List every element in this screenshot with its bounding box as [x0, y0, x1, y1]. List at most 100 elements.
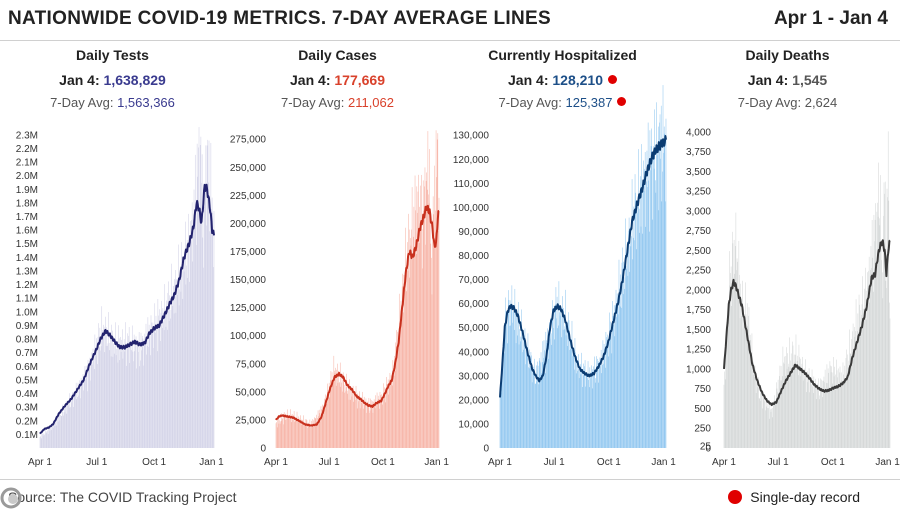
daily-bar-tests — [60, 415, 61, 448]
daily-bar-tests — [157, 299, 159, 448]
daily-bar-hospitalized — [541, 362, 543, 448]
daily-bar-hospitalized — [538, 384, 539, 448]
daily-bar-tests — [211, 197, 213, 448]
avg-label: 7-Day Avg: — [50, 95, 114, 110]
daily-bar-cases — [316, 421, 318, 448]
daily-bar-cases — [368, 397, 370, 448]
daily-bar-deaths — [724, 371, 725, 448]
daily-bar-deaths — [831, 366, 832, 448]
daily-bar-hospitalized — [584, 360, 586, 448]
xtick-label-deaths: Jan 1 — [875, 457, 900, 468]
daily-bar-tests — [160, 312, 162, 448]
daily-bar-deaths — [808, 373, 809, 448]
daily-bar-hospitalized — [591, 388, 593, 448]
daily-bar-cases — [407, 242, 408, 448]
daily-bar-tests — [177, 287, 179, 448]
ytick-label-hospitalized: 80,000 — [458, 251, 489, 262]
daily-bar-deaths — [779, 376, 780, 448]
daily-bar-tests — [176, 294, 178, 448]
daily-bar-cases — [418, 242, 420, 448]
daily-bar-deaths — [783, 363, 785, 448]
daily-bar-hospitalized — [665, 118, 667, 449]
daily-bar-cases — [389, 372, 391, 448]
daily-bar-tests — [51, 426, 53, 448]
daily-bar-hospitalized — [578, 378, 580, 448]
daily-bar-cases — [298, 416, 300, 448]
daily-bar-tests — [160, 340, 161, 448]
daily-bar-hospitalized — [623, 261, 625, 448]
daily-bar-cases — [422, 180, 424, 448]
daily-bar-deaths — [754, 365, 756, 448]
daily-bar-hospitalized — [516, 311, 517, 448]
daily-bar-deaths — [799, 357, 800, 448]
daily-bar-cases — [387, 379, 389, 448]
daily-bar-hospitalized — [561, 307, 563, 448]
daily-bar-cases — [330, 371, 332, 448]
daily-bar-cases — [291, 422, 293, 448]
daily-bar-hospitalized — [641, 144, 642, 448]
daily-bar-cases — [434, 165, 435, 449]
daily-bar-tests — [49, 430, 51, 448]
daily-bar-cases — [359, 408, 361, 448]
daily-bar-deaths — [787, 353, 788, 448]
daily-bar-deaths — [839, 366, 841, 448]
daily-bar-cases — [397, 346, 399, 448]
daily-bar-tests — [199, 145, 201, 449]
daily-bar-cases — [310, 426, 312, 448]
daily-bar-tests — [110, 335, 111, 448]
daily-bar-hospitalized — [619, 306, 621, 448]
daily-bar-tests — [209, 210, 211, 448]
daily-bar-hospitalized — [609, 312, 610, 448]
daily-bar-hospitalized — [555, 287, 557, 448]
daily-bar-tests — [83, 390, 84, 448]
daily-bar-cases — [383, 395, 385, 448]
daily-bar-hospitalized — [525, 346, 527, 448]
daily-bar-deaths — [764, 397, 766, 448]
daily-bar-cases — [280, 421, 281, 448]
daily-bar-deaths — [796, 360, 798, 448]
daily-bar-tests — [146, 354, 147, 448]
xtick-label-tests: Jan 1 — [199, 457, 224, 468]
daily-bar-hospitalized — [549, 322, 550, 448]
daily-bar-tests — [208, 182, 209, 448]
daily-bar-tests — [73, 396, 75, 448]
daily-bar-deaths — [728, 305, 730, 448]
daily-bar-tests — [59, 410, 60, 448]
daily-bar-deaths — [824, 369, 826, 448]
daily-bar-tests — [161, 300, 162, 448]
ytick-label-deaths: 1,500 — [686, 325, 711, 336]
daily-bar-hospitalized — [524, 328, 526, 448]
daily-bar-deaths — [874, 219, 876, 448]
daily-bar-hospitalized — [662, 171, 663, 448]
daily-bar-cases — [394, 355, 395, 448]
daily-bar-hospitalized — [571, 342, 572, 448]
daily-bar-cases — [387, 388, 388, 448]
daily-bar-tests — [68, 405, 69, 448]
daily-bar-tests — [174, 279, 175, 448]
daily-bar-deaths — [793, 367, 794, 448]
daily-bar-tests — [166, 329, 168, 448]
daily-bar-deaths — [842, 362, 844, 448]
daily-bar-hospitalized — [560, 337, 562, 448]
daily-bar-cases — [362, 404, 364, 448]
daily-bar-hospitalized — [572, 352, 574, 448]
daily-bar-hospitalized — [602, 340, 604, 448]
daily-bar-tests — [166, 300, 167, 448]
daily-bar-tests — [183, 271, 185, 448]
daily-bar-cases — [379, 391, 381, 448]
daily-bar-cases — [348, 399, 350, 448]
daily-bar-deaths — [725, 340, 727, 448]
daily-bar-cases — [359, 391, 360, 448]
daily-bar-cases — [332, 385, 333, 448]
daily-bar-deaths — [762, 394, 764, 448]
daily-bar-deaths — [837, 368, 839, 448]
daily-bar-cases — [394, 370, 396, 448]
daily-bar-deaths — [822, 397, 824, 448]
daily-bar-deaths — [739, 274, 740, 448]
daily-bar-cases — [426, 172, 427, 448]
daily-bar-deaths — [782, 346, 784, 448]
daily-bar-tests — [189, 281, 190, 448]
daily-bar-hospitalized — [605, 331, 607, 448]
daily-bar-cases — [428, 203, 430, 448]
daily-bar-tests — [95, 347, 96, 448]
